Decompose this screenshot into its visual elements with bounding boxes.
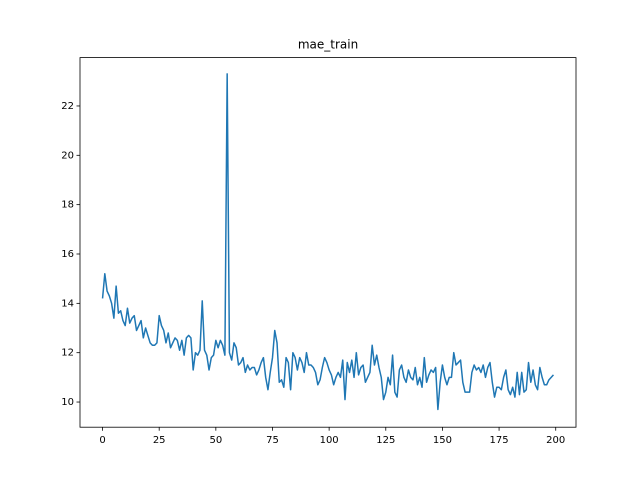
x-tick-label: 25: [153, 435, 166, 446]
x-tick-label: 100: [320, 435, 339, 446]
y-tick-label: 20: [61, 150, 74, 161]
chart-title: mae_train: [298, 38, 358, 52]
plot-frame: [79, 57, 577, 428]
x-tick-label: 175: [490, 435, 509, 446]
x-tick-label: 0: [99, 435, 105, 446]
x-tick-label: 75: [266, 435, 279, 446]
x-tick-label: 50: [209, 435, 222, 446]
y-tick-label: 16: [61, 249, 74, 260]
y-tick-label: 14: [61, 298, 74, 309]
y-tick-label: 12: [61, 348, 74, 359]
x-tick-label: 125: [376, 435, 395, 446]
y-tick-label: 22: [61, 101, 74, 112]
x-tick-label: 150: [433, 435, 452, 446]
y-tick-label: 18: [61, 200, 74, 211]
x-tick-label: 200: [546, 435, 565, 446]
y-tick-label: 10: [61, 397, 74, 408]
data-line: [101, 73, 555, 411]
